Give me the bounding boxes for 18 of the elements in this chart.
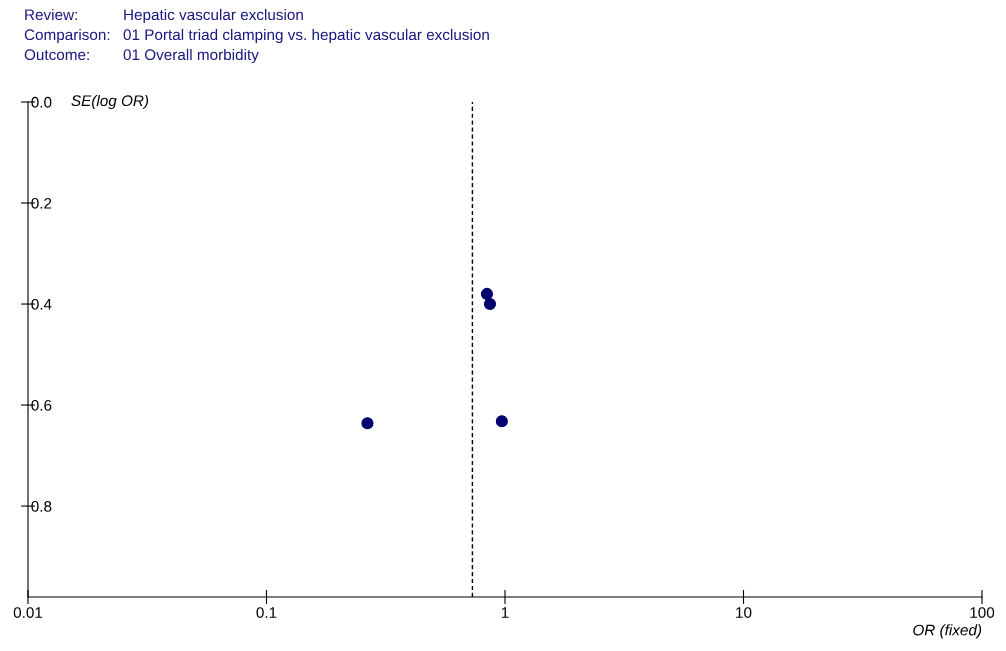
text: 01 Portal triad clamping vs. hepatic vascular exclusion — [123, 28, 489, 44]
x-tick-label: 100 — [970, 607, 995, 618]
y-tick-label: 0.2 — [31, 197, 52, 209]
text: Outcome: — [24, 49, 89, 61]
y-axis-title: SE(log OR) — [71, 94, 149, 110]
text: 01 Overall morbidity — [123, 48, 259, 64]
y-tick-label: 0.0 — [31, 96, 52, 108]
text: Review: — [25, 8, 77, 21]
x-tick-label: 1 — [501, 607, 509, 618]
text: Hepatic vascular exclusion — [124, 8, 303, 24]
text: Comparison: — [24, 28, 110, 44]
y-tick-label: 0.4 — [31, 298, 52, 310]
x-tick-label: 0.01 — [13, 607, 43, 618]
y-tick-label: 0.6 — [31, 399, 52, 411]
x-axis-title: OR (fixed) — [913, 624, 982, 639]
x-tick-label: 10 — [736, 607, 752, 618]
x-tick-label: 0.1 — [256, 607, 277, 618]
y-tick-label: 0.8 — [31, 500, 52, 512]
